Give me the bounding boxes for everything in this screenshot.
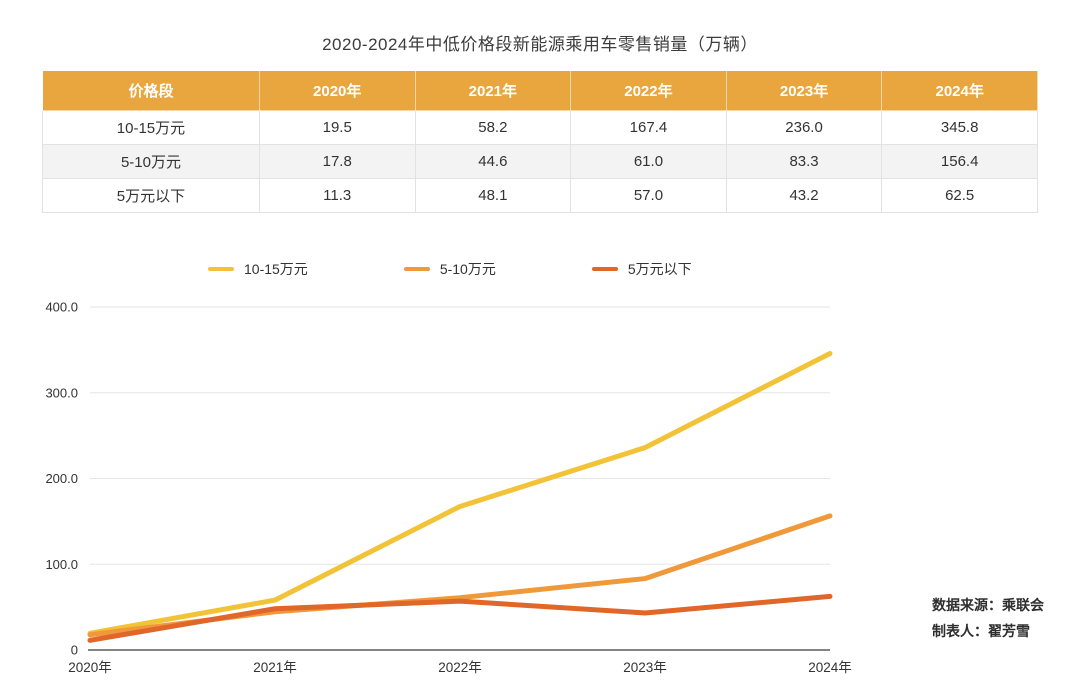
header-cell-4: 2023年 bbox=[725, 70, 883, 111]
chart-legend: 10-15万元 5-10万元 5万元以下 bbox=[208, 259, 1080, 279]
table-cell: 19.5 bbox=[258, 110, 416, 145]
header-cell-5: 2024年 bbox=[881, 70, 1038, 111]
footer-note: 数据来源：乘联会 制表人：翟芳雪 bbox=[932, 592, 1044, 644]
legend-label: 5万元以下 bbox=[627, 261, 692, 277]
series-line bbox=[87, 593, 833, 643]
y-axis-tick-label: 0 bbox=[71, 643, 78, 658]
y-axis-tick-label: 300.0 bbox=[45, 385, 78, 400]
header-cell-0: 价格段 bbox=[42, 70, 260, 111]
table-cell: 83.3 bbox=[725, 144, 883, 179]
legend-item: 10-15万元 bbox=[208, 259, 308, 279]
table-cell: 57.0 bbox=[570, 178, 727, 213]
header-cell-2: 2021年 bbox=[414, 70, 572, 111]
legend-label: 10-15万元 bbox=[244, 261, 308, 277]
table-cell: 61.0 bbox=[570, 144, 727, 179]
legend-item: 5-10万元 bbox=[403, 259, 496, 279]
table-header-row: 价格段 2020年 2021年 2022年 2023年 2024年 bbox=[42, 70, 1038, 111]
table-cell: 43.2 bbox=[725, 178, 883, 213]
x-axis-tick-label: 2023年 bbox=[623, 660, 667, 675]
legend-label: 5-10万元 bbox=[439, 261, 496, 277]
data-table: 价格段 2020年 2021年 2022年 2023年 2024年 10-15万元 19.5… bbox=[42, 70, 1038, 213]
table-cell: 17.8 bbox=[258, 144, 416, 179]
x-axis-tick-label: 2020年 bbox=[68, 660, 112, 675]
table-row: 10-15万元 19.5 58.2 167.4 236.0 345.8 bbox=[42, 110, 1038, 145]
legend-item: 5万元以下 bbox=[591, 259, 692, 279]
series-line bbox=[87, 513, 833, 638]
table-cell: 44.6 bbox=[414, 144, 572, 179]
table-cell: 10-15万元 bbox=[42, 110, 260, 145]
header-cell-3: 2022年 bbox=[570, 70, 727, 111]
x-axis-tick-label: 2024年 bbox=[808, 660, 852, 675]
legend-swatch-icon bbox=[208, 267, 234, 271]
line-chart-svg: 0 100.0 200.0 300.0 400.0 2020年 2021年 2022年 2023… bbox=[45, 300, 852, 676]
legend-swatch-icon bbox=[591, 267, 618, 271]
table-cell: 156.4 bbox=[881, 144, 1038, 179]
table-cell: 11.3 bbox=[258, 178, 416, 213]
x-axis-tick-label: 2021年 bbox=[253, 660, 297, 675]
legend-swatch-icon bbox=[403, 267, 430, 271]
table-cell: 167.4 bbox=[570, 110, 727, 145]
table-cell: 5万元以下 bbox=[42, 178, 260, 213]
page-title: 2020-2024年中低价格段新能源乘用车零售销量（万辆） bbox=[322, 35, 758, 54]
y-axis-tick-label: 200.0 bbox=[45, 471, 78, 486]
x-axis-tick-label: 2022年 bbox=[438, 660, 482, 675]
table-cell: 236.0 bbox=[725, 110, 883, 145]
y-axis-tick-label: 400.0 bbox=[45, 300, 78, 315]
series-line bbox=[87, 350, 833, 636]
table-row: 5-10万元 17.8 44.6 61.0 83.3 156.4 bbox=[42, 144, 1038, 179]
table-cell: 62.5 bbox=[881, 178, 1038, 213]
table-body: 10-15万元 19.5 58.2 167.4 236.0 345.8 5-10万元 17.8… bbox=[42, 110, 1038, 213]
data-source-text: 数据来源：乘联会 bbox=[932, 597, 1044, 613]
table-cell: 48.1 bbox=[414, 178, 572, 213]
header-cell-1: 2020年 bbox=[258, 70, 416, 111]
table-cell: 58.2 bbox=[414, 110, 572, 145]
line-chart: 0 100.0 200.0 300.0 400.0 2020年 2021年 2022年 2023… bbox=[0, 289, 1080, 689]
table-cell: 5-10万元 bbox=[42, 144, 260, 179]
table-row: 5万元以下 11.3 48.1 57.0 43.2 62.5 bbox=[42, 178, 1038, 213]
table-cell: 345.8 bbox=[881, 110, 1038, 145]
author-text: 制表人：翟芳雪 bbox=[932, 623, 1030, 639]
y-axis-tick-label: 100.0 bbox=[45, 557, 78, 572]
